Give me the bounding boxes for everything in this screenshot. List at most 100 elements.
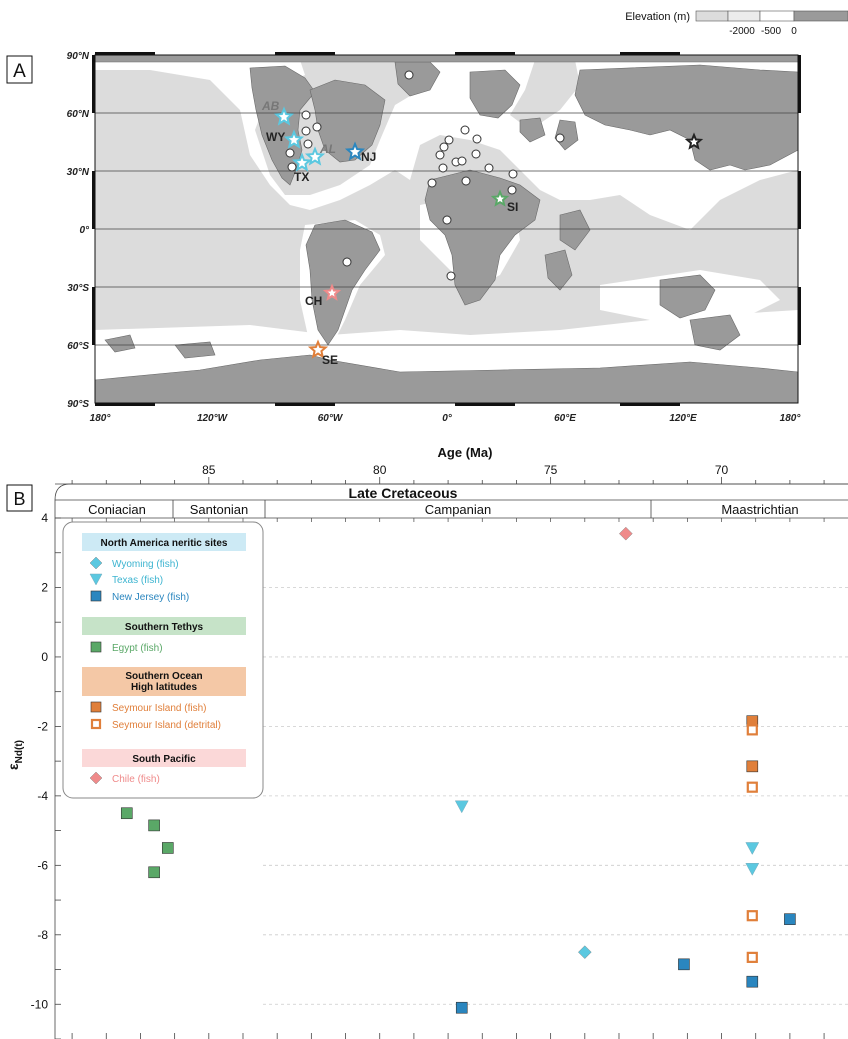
legend-group-title-line: High latitudes — [131, 682, 198, 693]
star-nj — [344, 141, 366, 161]
star-si — [490, 189, 510, 207]
stage-campanian: Campanian — [425, 502, 492, 517]
top-axis-tick-label: 70 — [715, 463, 729, 477]
y-axis-tick-label: -6 — [37, 858, 48, 872]
lat-label: 60°N — [67, 109, 90, 120]
lat-label: 0° — [79, 225, 90, 236]
legend-box — [62, 521, 264, 799]
stage-coniacian: Coniacian — [88, 502, 146, 517]
star-wy — [283, 129, 305, 149]
star-se — [307, 339, 329, 359]
site-label-wy: WY — [266, 130, 285, 144]
legend-item-chile: Chile (fish) — [112, 774, 160, 785]
elevation-legend-title: Elevation (m) — [625, 11, 690, 23]
y-axis-label-sub: Nd(t) — [14, 740, 25, 763]
legend-marker-texas-fish — [89, 573, 103, 586]
legend-item-new-jersey: New Jersey (fish) — [112, 592, 189, 603]
legend-item-seymour-detrital: Seymour Island (detrital) — [112, 720, 221, 731]
legend-markers — [89, 556, 103, 785]
legend-marker-wyoming-fish — [89, 556, 103, 570]
point-texas-fish — [745, 842, 760, 855]
point-egypt-fish — [148, 819, 160, 832]
legend-marker-chile-fish — [89, 771, 103, 785]
elevation-tick-label: -500 — [761, 26, 781, 37]
panel-a-label-box — [6, 55, 33, 84]
legend-group-title: South Pacific — [132, 754, 196, 765]
data-points — [120, 526, 796, 1014]
lon-label: 60°E — [554, 413, 576, 424]
legend: North America neritic sites Wyoming (fis… — [62, 521, 264, 799]
lat-label: 30°S — [67, 283, 89, 294]
legend-item-seymour-fish: Seymour Island (fish) — [112, 703, 206, 714]
y-gridlines — [263, 587, 848, 1005]
point-new-jersey-fish — [746, 975, 759, 988]
point-texas-fish — [745, 863, 760, 876]
legend-group-box — [82, 533, 246, 551]
panel-b-label: B — [13, 489, 25, 509]
star-ch — [322, 283, 342, 301]
point-seymour-island-detrital — [746, 781, 758, 793]
y-axis-tick-label: -2 — [37, 719, 48, 733]
lat-label: 60°S — [67, 341, 89, 352]
y-axis-tick-label: -8 — [37, 928, 48, 942]
lon-label: 120°E — [669, 413, 697, 424]
y-axis-label: εNd(t) — [5, 740, 25, 770]
elevation-legend: Elevation (m) -2000 -500 0 — [625, 10, 848, 37]
top-axis-tick-label: 85 — [202, 463, 216, 477]
y-axis-tick-label: 0 — [41, 650, 48, 664]
elevation-tick-label: -2000 — [729, 26, 755, 37]
epoch-label: Late Cretaceous — [349, 485, 458, 501]
legend-group-box — [82, 667, 246, 696]
legend-group-title: Southern Ocean High latitudes — [125, 671, 202, 693]
point-seymour-island-detrital — [746, 951, 758, 963]
point-chile-fish — [618, 526, 633, 541]
point-wyoming-fish — [577, 945, 592, 960]
point-new-jersey-fish — [784, 913, 796, 925]
lat-label: 30°N — [67, 167, 90, 178]
point-egypt-fish — [148, 866, 160, 879]
site-label-ab: AB — [261, 99, 280, 113]
top-axis-tick-label: 75 — [544, 463, 558, 477]
site-label-nj: NJ — [361, 150, 376, 164]
panel-a-label: A — [13, 61, 26, 82]
site-label-si: SI — [507, 200, 518, 214]
lat-label: 90°S — [67, 399, 89, 410]
point-egypt-fish — [120, 807, 133, 820]
site-label-tx: TX — [294, 170, 309, 184]
panel-b-label-box — [6, 484, 33, 512]
point-seymour-island-fish — [746, 760, 759, 773]
legend-group-box — [82, 749, 246, 767]
legend-group-title-line: Southern Ocean — [125, 671, 202, 682]
legend-item-wyoming: Wyoming (fish) — [112, 559, 179, 570]
elevation-tick-label: 0 — [791, 26, 797, 37]
stage-santonian: Santonian — [190, 502, 249, 517]
point-new-jersey-fish — [678, 958, 690, 971]
legend-marker-egypt-fish — [90, 641, 102, 653]
star-asia — [684, 132, 704, 150]
lon-label: 180° — [90, 413, 112, 424]
site-label-ch: CH — [305, 294, 322, 308]
y-axis-tick-label: -10 — [31, 997, 49, 1011]
top-axis-tick-label: 80 — [373, 463, 387, 477]
lon-label: 0° — [442, 413, 453, 424]
minor-x-ticks — [71, 518, 825, 522]
legend-marker-seymour-island-fish — [90, 701, 102, 713]
paleogeographic-map — [92, 52, 801, 406]
y-axis-label-main: ε — [5, 763, 21, 770]
point-texas-fish — [454, 800, 469, 814]
lon-label: 120°W — [197, 413, 229, 424]
point-new-jersey-fish — [455, 1001, 468, 1014]
lat-label: 90°N — [67, 51, 90, 62]
lon-label: 180° — [780, 413, 802, 424]
y-axis-tick-label: -4 — [37, 789, 48, 803]
panel-b: B Age (Ma) 85 80 75 70 Late Cretaceous Coni… — [5, 445, 848, 1039]
site-label-se: SE — [322, 353, 338, 367]
site-stars — [273, 106, 704, 359]
legend-item-egypt: Egypt (fish) — [112, 643, 163, 654]
legend-marker-new-jersey-fish — [90, 590, 102, 602]
panel-a: Elevation (m) -2000 -500 0 A — [6, 10, 848, 424]
legend-group-box — [82, 617, 246, 635]
bottom-axis — [71, 1033, 825, 1039]
lon-label: 60°W — [318, 413, 344, 424]
